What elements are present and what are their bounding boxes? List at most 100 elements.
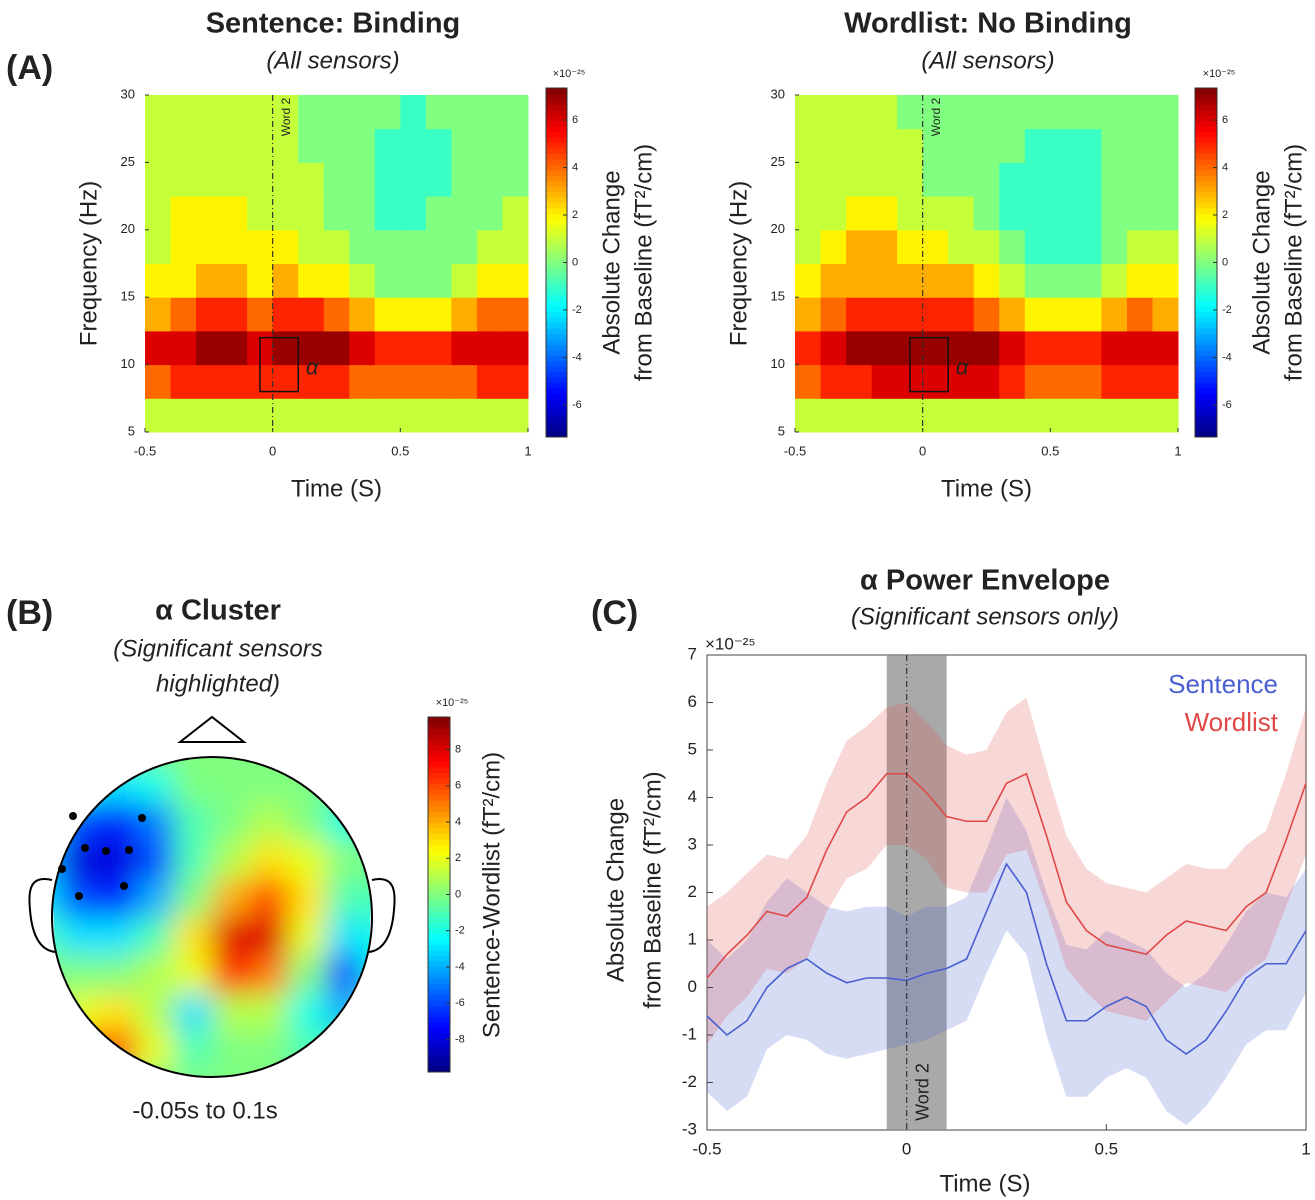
colorbar-swatch [546,164,567,171]
heatmap-cell [871,297,898,332]
colorbar-tick-label: 6 [455,780,461,792]
colorbar-swatch [546,88,567,94]
colorbar-swatch [1195,109,1217,116]
colorbar-swatch [546,131,567,138]
heatmap-cell [1024,263,1051,298]
heatmap-cell [999,196,1026,231]
colorbar-swatch [428,1066,450,1073]
roi-box [259,336,299,393]
heatmap-cell [374,330,401,366]
colorbar-tick-label: -6 [455,997,465,1009]
heatmap-cell [1152,128,1179,163]
heatmap-cell [196,162,223,197]
heatmap-cell [1152,95,1179,130]
colorbar-swatch [1195,224,1217,231]
heatmap-cell [1050,229,1077,264]
heatmap-cell [221,398,248,433]
heatmap-cell [502,263,529,298]
heatmap-cell [1075,162,1102,197]
colorbar-swatch [1195,360,1217,367]
heatmap-cell [1050,128,1077,163]
topomap-cell [60,1069,99,1077]
topomap-cell [326,955,365,994]
colorbar-swatch [546,338,567,345]
heatmap-cell [820,229,847,264]
colorbar-swatch [428,800,450,807]
heatmap-cell [1075,128,1102,163]
roi-label: α [956,354,970,379]
heatmap-cell [451,229,478,264]
colorbar-swatch [1195,273,1217,280]
heatmap-cell [400,364,427,399]
colorbar-tick-label: -4 [455,961,465,973]
head-outline [28,715,396,1078]
colorbar-swatch [1195,295,1217,302]
heatmap-cell [451,162,478,197]
heatmap-cell [973,263,1000,298]
colorbar-swatch [428,850,450,857]
colorbar-label: from Baseline (fT²/cm) [1280,144,1307,381]
heatmap-cell [922,297,949,332]
colorbar-swatch [546,267,567,274]
topomap-cell [52,803,61,842]
colorbar-swatch [428,794,450,801]
legend-label: Wordlist [1185,707,1279,737]
colorbar-swatch [546,197,567,204]
colorbar-swatch [428,789,450,796]
colorbar-swatch [428,766,450,773]
topomap-cell [136,1031,175,1070]
legend-label: Sentence [1168,669,1278,699]
heatmap-cell [170,162,197,197]
colorbar-swatch [546,115,567,122]
colorbar-swatch [1195,131,1217,138]
x-tick-label: 1 [1174,443,1181,458]
colorbar-swatch [546,306,567,313]
heatmap-cell [247,95,274,130]
topomap-cell [326,1031,365,1070]
heatmap-cell [145,128,172,163]
heatmap-cell [1024,297,1051,332]
heatmap-cell [871,128,898,163]
heatmap-cell [451,364,478,399]
topomap-cell [174,1069,213,1077]
colorbar-tick-label: 4 [1222,161,1228,173]
colorbar-swatch [1195,120,1217,127]
heatmap-cell [170,364,197,399]
colorbar-swatch [546,409,567,416]
heatmap-cell [1024,128,1051,163]
heatmap-cell [247,196,274,231]
heatmap-cell [846,364,873,399]
heatmap-cell [298,398,325,433]
heatmap-cell [170,229,197,264]
heatmap-cell [1152,229,1179,264]
colorbar-swatch [1195,393,1217,400]
y-tick-label: 2 [688,882,697,901]
heatmap-cell [476,196,503,231]
heatmap-cell [846,162,873,197]
heatmap-cell [820,196,847,231]
heatmap-cell [196,196,223,231]
colorbar-swatch [428,855,450,862]
heatmap-cell [374,196,401,231]
heatmap-cell [451,330,478,366]
topomap-cell [364,879,372,918]
heatmap-cell [221,263,248,298]
colorbar-swatch [546,289,567,296]
topomap-cell [326,993,365,1032]
heatmap-cell [948,95,975,130]
heatmap-cell [1101,364,1128,399]
colorbar-swatch [428,994,450,1001]
colorbar-swatch [546,415,567,422]
heatmap-cell [897,162,924,197]
heatmap-cell [349,330,376,366]
topomap-cell [98,917,137,956]
colorbar-swatch [428,822,450,829]
heatmap-cell [948,398,975,433]
colorbar-swatch [1195,218,1217,225]
colorbar-swatch [1195,355,1217,362]
x-axis-label: Time (S) [941,475,1032,502]
colorbar-swatch [1195,431,1217,438]
topomap-cell [98,1069,137,1077]
heatmap-cell [1101,95,1128,130]
topomap-clip [52,757,372,1077]
